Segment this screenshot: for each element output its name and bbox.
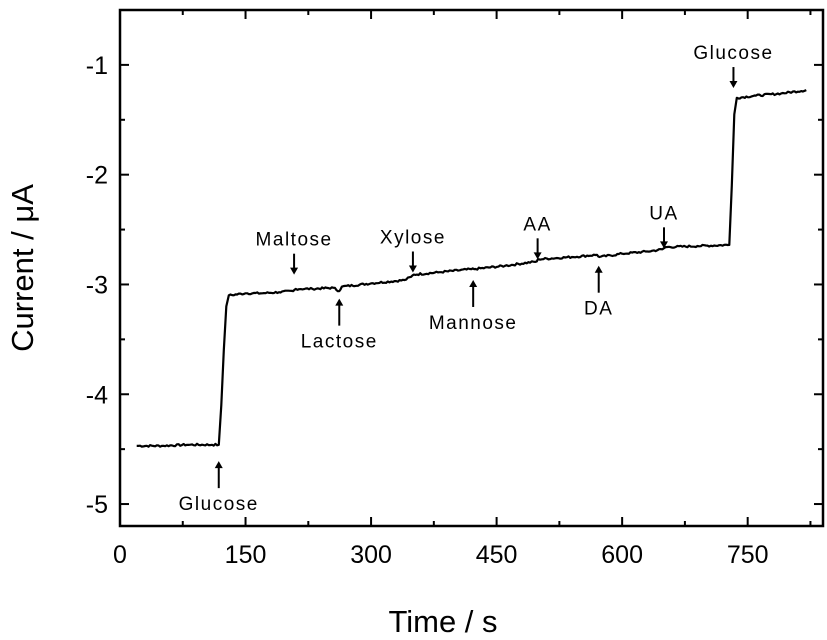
annotation-mannose: Mannose — [429, 279, 518, 334]
annotation-label: Glucose — [693, 43, 773, 64]
annotation-aa: AA — [523, 214, 551, 260]
annotation-glucose: Glucose — [179, 461, 259, 515]
y-tick-label: -4 — [86, 381, 108, 409]
annotation-ua: UA — [649, 203, 678, 249]
annotation-glucose: Glucose — [693, 43, 773, 89]
arrow-head-icon — [290, 267, 299, 275]
x-tick-label: 300 — [350, 541, 392, 569]
arrow-head-icon — [659, 241, 668, 249]
annotation-maltose: Maltose — [256, 230, 333, 275]
axis-ticks — [119, 10, 823, 526]
y-tick-label: -3 — [86, 271, 108, 299]
arrow-head-icon — [594, 265, 603, 273]
annotation-label: Mannose — [429, 313, 518, 334]
x-tick-label: 750 — [727, 541, 769, 569]
x-tick-label: 0 — [113, 541, 127, 569]
y-tick-label: -2 — [86, 162, 108, 190]
arrow-head-icon — [214, 461, 223, 469]
annotation-da: DA — [584, 265, 613, 320]
annotation-label: Maltose — [256, 230, 333, 251]
x-axis-label: Time / s — [388, 604, 497, 639]
x-tick-label: 600 — [601, 541, 643, 569]
y-axis-label: Current / μA — [5, 184, 40, 352]
annotation-label: AA — [523, 214, 551, 235]
arrow-head-icon — [408, 265, 417, 273]
annotations: Glucose Maltose Lactose Xylose Mannose AA DA UA… — [179, 43, 773, 515]
annotation-label: Lactose — [301, 332, 378, 353]
annotation-xylose: Xylose — [380, 227, 446, 273]
x-tick-label: 450 — [476, 541, 518, 569]
tick-labels: 0 150 300 450 600 750 -5 -4 -3 -2 -1 — [86, 52, 769, 569]
annotation-label: Glucose — [179, 494, 259, 515]
arrow-head-icon — [335, 298, 344, 306]
current-trace-line — [136, 89, 807, 448]
arrow-head-icon — [533, 252, 542, 260]
annotation-label: UA — [649, 203, 678, 224]
arrow-head-icon — [729, 81, 738, 89]
annotation-lactose: Lactose — [301, 298, 378, 353]
arrow-head-icon — [469, 279, 478, 287]
y-tick-label: -5 — [86, 491, 108, 519]
annotation-label: Xylose — [380, 227, 446, 248]
y-tick-label: -1 — [86, 52, 108, 80]
x-tick-label: 150 — [225, 541, 267, 569]
plot-frame — [118, 8, 825, 528]
annotation-label: DA — [584, 299, 613, 320]
